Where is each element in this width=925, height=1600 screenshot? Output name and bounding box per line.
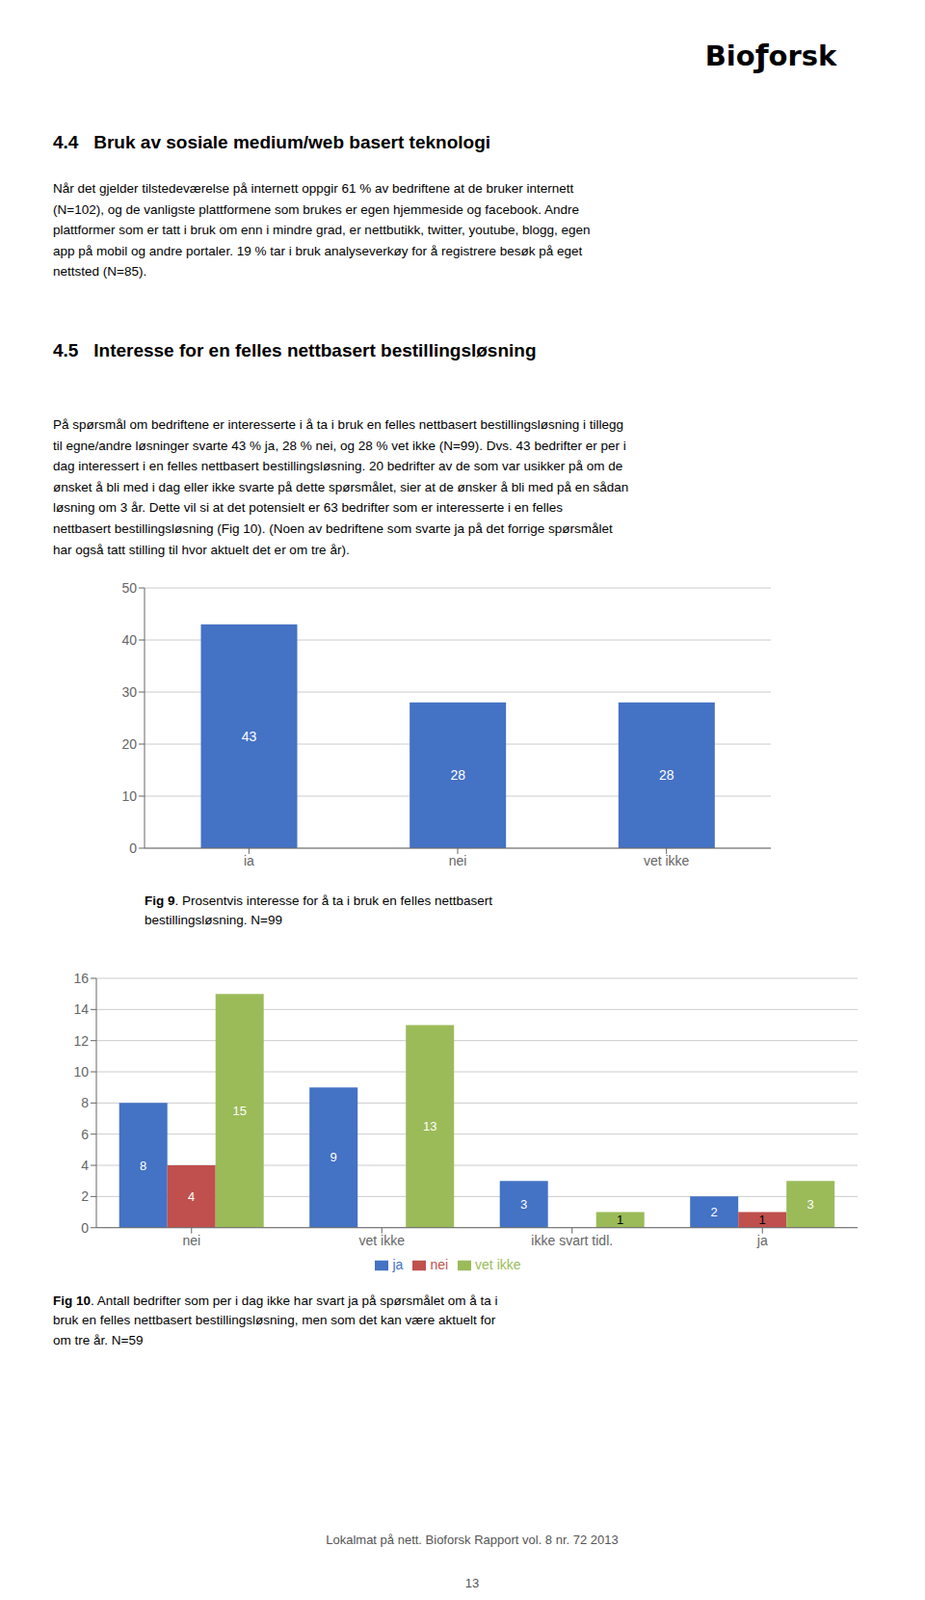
html-text:ja: ja [392,1256,404,1272]
svg-text:6: 6 [80,1126,89,1142]
html-text:Bio ƒ orsk: Bio ƒ orsk [705,37,837,74]
svg-text:ja: ja [756,1232,768,1248]
svg-text:ikke svart tidl.: ikke svart tidl. [530,1232,613,1248]
html-text:Fig 9. Prosentvis interesse fo: Fig 9. Prosentvis interesse for å ta i b… [144,893,493,928]
svg-text:40: 40 [121,632,137,648]
svg-text:nei: nei [182,1232,201,1248]
svg-text:13: 13 [422,1118,437,1134]
svg-text:vet ikke: vet ikke [359,1232,406,1248]
svg-text:12: 12 [73,1032,89,1049]
svg-text:1: 1 [616,1212,624,1227]
svg-text:vet ikke: vet ikke [643,852,690,869]
svg-text:4: 4 [187,1189,195,1204]
svg-text:4: 4 [80,1157,89,1173]
svg-text:20: 20 [121,736,137,752]
svg-text:8: 8 [80,1094,89,1110]
svg-text:2: 2 [80,1188,89,1204]
html-text:Fig 10. Antall bedrifter som p: Fig 10. Antall bedrifter som per i dag i… [52,1293,498,1347]
svg-text:nei: nei [449,852,468,869]
svg-text:28: 28 [659,766,675,783]
svg-text:43: 43 [241,728,258,744]
html-text:nei: nei [430,1256,449,1272]
svg-text:3: 3 [807,1196,815,1212]
svg-text:1: 1 [759,1212,767,1227]
html-text:4.4 Bruk av sosiale medium/web: 4.4 Bruk av sosiale medium/web basert te… [52,131,491,152]
svg-text:0: 0 [80,1219,89,1236]
svg-text:0: 0 [129,840,137,856]
svg-text:28: 28 [449,766,466,783]
svg-text:9: 9 [330,1149,338,1164]
svg-text:50: 50 [121,580,137,596]
svg-text:8: 8 [139,1158,147,1173]
html-text:Lokalmat på nett. Bioforsk Rap: Lokalmat på nett. Bioforsk Rapport vol. … [325,1532,619,1547]
svg-text:15: 15 [232,1103,246,1118]
html-text:13: 13 [465,1575,480,1590]
html-text:4.5 Interesse for en felles ne: 4.5 Interesse for en felles nettbasert b… [52,340,537,361]
svg-text:2: 2 [711,1204,718,1219]
html-text:Når det gjelder tilstedeværels: Når det gjelder tilstedeværelse på inter… [52,181,591,279]
html-text:På spørsmål om bedriftene er i: På spørsmål om bedriftene er interessert… [52,417,629,557]
svg-text:ia: ia [243,852,255,869]
svg-text:3: 3 [520,1196,528,1212]
svg-text:10: 10 [73,1063,89,1080]
html-text:vet ikke: vet ikke [475,1256,521,1272]
svg-text:14: 14 [73,1001,89,1017]
svg-text:30: 30 [121,684,137,700]
svg-text:16: 16 [73,970,89,986]
svg-text:10: 10 [121,788,137,804]
